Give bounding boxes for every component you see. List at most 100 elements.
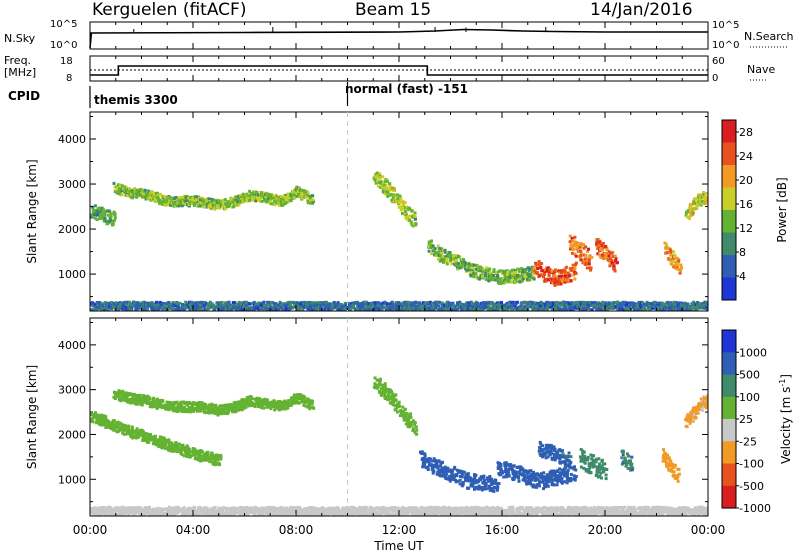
- scatter-cell: [532, 275, 536, 279]
- scatter-cell: [494, 276, 498, 280]
- scatter-cell: [196, 452, 200, 456]
- scatter-cell: [690, 202, 694, 206]
- scatter-cell: [598, 240, 602, 244]
- scatter-cell: [562, 278, 566, 282]
- scatter-cell: [165, 200, 169, 204]
- scatter-cell: [265, 398, 269, 402]
- scatter-cell: [323, 300, 327, 304]
- scatter-cell: [106, 304, 110, 308]
- scatter-cell: [148, 432, 152, 436]
- scatter-cell: [182, 308, 186, 311]
- scatter-cell: [228, 203, 232, 207]
- scatter-cell: [273, 400, 277, 404]
- scatter-cell: [696, 198, 700, 202]
- scatter-cell: [242, 404, 246, 407]
- scatter-cell: [601, 248, 605, 252]
- scatter-cell: [98, 422, 101, 426]
- scatter-cell: [542, 275, 545, 279]
- scatter-cell: [222, 410, 226, 413]
- scatter-cell: [495, 301, 499, 305]
- scatter-cell: [160, 446, 164, 450]
- scatter-cell: [518, 267, 521, 271]
- scatter-cell: [375, 171, 379, 175]
- scatter-cell: [587, 307, 591, 311]
- scatter-cell: [116, 183, 120, 187]
- scatter-cell: [474, 272, 478, 276]
- scatter-cell: [560, 274, 564, 278]
- scatter-cell: [689, 205, 693, 209]
- scatter-cell: [275, 201, 279, 205]
- scatter-cell: [676, 303, 679, 307]
- scatter-cell: [579, 251, 583, 255]
- scatter-cell: [425, 304, 429, 308]
- scatter-cell: [188, 308, 192, 311]
- scatter-cell: [238, 304, 241, 308]
- scatter-cell: [158, 440, 162, 444]
- scatter-cell: [210, 452, 214, 456]
- scatter-cell: [128, 193, 132, 197]
- scatter-cell: [187, 200, 191, 204]
- scatter-cell: [119, 399, 123, 403]
- scatter-cell: [574, 272, 578, 275]
- scatter-cell: [281, 303, 285, 307]
- scatter-cell: [464, 264, 468, 268]
- scatter-cell: [112, 181, 116, 185]
- scatter-cell: [573, 243, 577, 247]
- scatter-cell: [487, 300, 491, 304]
- scatter-cell: [315, 307, 319, 311]
- scatter-cell: [467, 262, 471, 266]
- scatter-cell: [206, 407, 210, 411]
- scatter-cell: [189, 454, 193, 457]
- scatter-cell: [443, 257, 447, 261]
- scatter-cell: [193, 453, 197, 457]
- scatter-cell: [289, 194, 293, 198]
- scatter-cell: [208, 300, 212, 304]
- scatter-cell: [91, 205, 95, 209]
- scatter-cell: [115, 188, 119, 192]
- scatter-cell: [699, 196, 703, 200]
- scatter-cell: [392, 187, 396, 191]
- scatter-cell: [239, 405, 243, 409]
- nsky-label: N.Sky: [4, 32, 36, 45]
- scatter-cell: [671, 259, 675, 263]
- scatter-cell: [472, 271, 476, 275]
- scatter-cell: [313, 302, 317, 306]
- scatter-cell: [469, 274, 473, 278]
- scatter-cell: [273, 203, 277, 207]
- scatter-cell: [397, 205, 401, 209]
- heatmap-panel-1: [90, 171, 708, 311]
- scatter-cell: [529, 305, 533, 309]
- scatter-cell: [413, 211, 417, 215]
- scatter-cell: [282, 195, 286, 199]
- scatter-cell: [518, 280, 522, 284]
- scatter-cell: [471, 266, 475, 270]
- scatter-cell: [101, 417, 105, 421]
- scatter-cell: [168, 407, 172, 410]
- scatter-cell: [587, 262, 591, 266]
- scatter-cell: [612, 264, 616, 268]
- nave-tick-bottom: 0: [712, 73, 719, 84]
- scatter-cell: [261, 400, 265, 404]
- scatter-cell: [466, 306, 470, 310]
- scatter-cell: [238, 307, 242, 311]
- scatter-cell: [161, 305, 165, 309]
- scatter-cell: [207, 403, 211, 407]
- scatter-cell: [255, 191, 259, 195]
- scatter-cell: [184, 453, 188, 456]
- date-title: 14/Jan/2016: [590, 0, 693, 20]
- scatter-cell: [677, 308, 681, 311]
- scatter-cell: [187, 447, 191, 451]
- scatter-cell: [329, 303, 333, 307]
- scatter-cell: [182, 201, 186, 205]
- scatter-cell: [165, 400, 169, 404]
- scatter-cell: [169, 401, 173, 405]
- scatter-cell: [98, 210, 101, 214]
- scatter-cell: [604, 301, 608, 305]
- scatter-cell: [424, 302, 428, 306]
- scatter-cell: [498, 269, 502, 273]
- scatter-cell: [267, 307, 271, 310]
- scatter-cell: [527, 268, 531, 272]
- cpid-segment-themis: themis 3300: [94, 93, 178, 107]
- scatter-cell: [411, 215, 415, 219]
- scatter-cell: [521, 270, 525, 274]
